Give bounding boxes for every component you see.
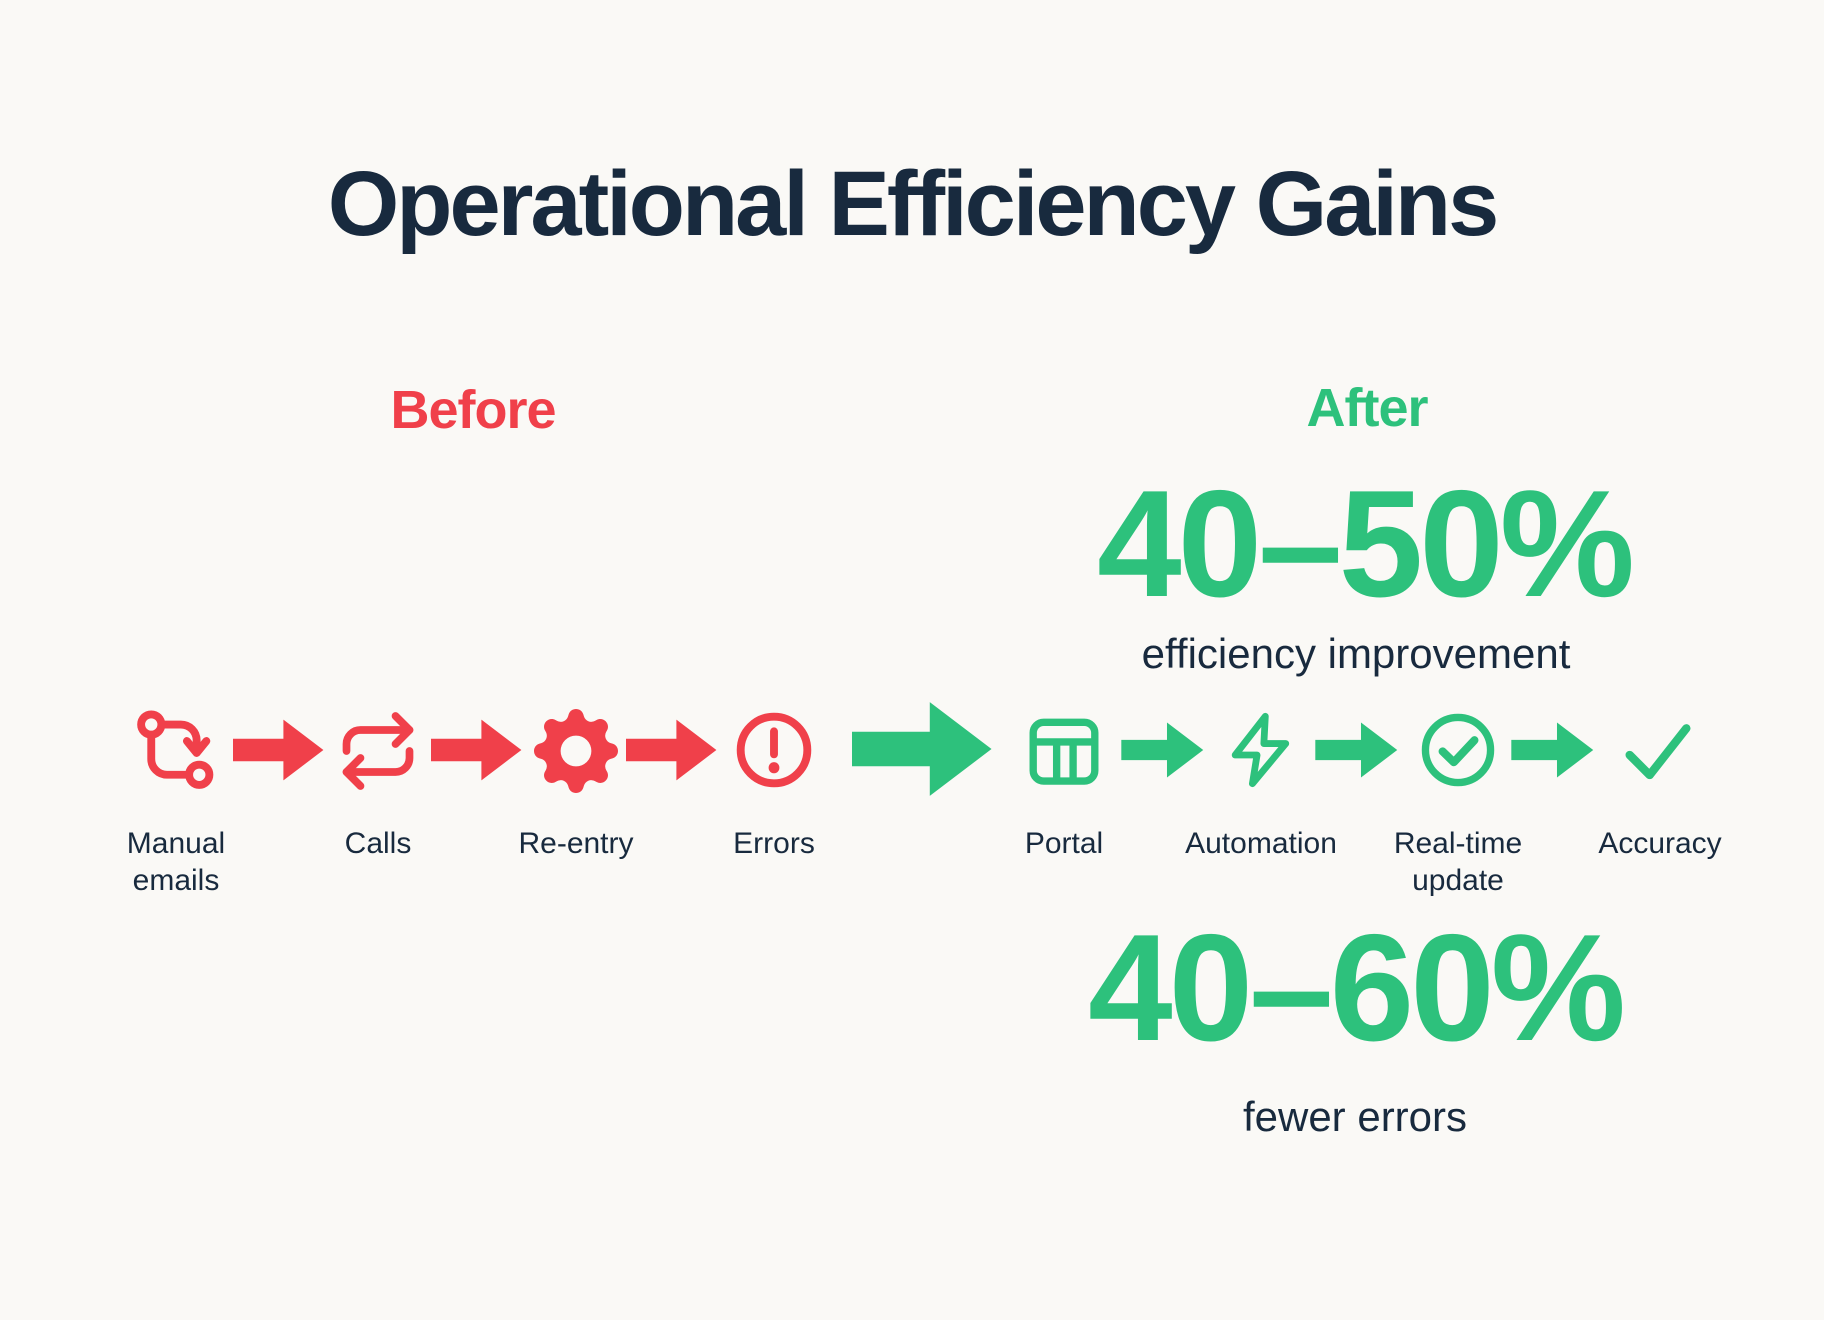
arrow-right-icon [233,718,325,782]
arrow-right-icon [1315,721,1399,779]
page-title: Operational Efficiency Gains [327,153,1500,255]
step-label-accuracy: Accuracy [1598,827,1722,860]
step-label-calls: Calls [344,827,412,860]
errors-stat-value: 40–60% [1088,903,1626,1073]
portal-icon [1022,709,1106,793]
efficiency-stat-value: 40–50% [1097,459,1635,629]
step-label-real-time-update: Real-time update [1393,827,1523,897]
before-heading: Before [390,380,556,440]
arrow-right-icon [1121,721,1205,779]
check-circle-icon [1416,708,1500,792]
step-label-portal: Portal [1024,827,1104,860]
efficiency-stat-caption: efficiency improvement [1141,630,1571,677]
step-label-manual-emails: Manual emails [126,827,226,897]
big-arrow-icon [852,699,994,799]
arrow-right-icon [1511,721,1595,779]
arrow-right-icon [431,718,523,782]
workflow-icon [131,705,221,795]
alert-circle-icon [731,707,817,793]
repeat-icon [336,709,420,793]
errors-stat-caption: fewer errors [1242,1093,1468,1140]
step-label-re-entry: Re-entry [518,827,634,860]
after-heading: After [1306,378,1428,438]
step-label-errors: Errors [733,827,815,860]
gear-icon [534,709,618,793]
step-label-automation: Automation [1185,827,1337,860]
checkmark-icon [1618,710,1698,790]
arrow-right-icon [626,718,718,782]
lightning-icon [1218,707,1304,793]
